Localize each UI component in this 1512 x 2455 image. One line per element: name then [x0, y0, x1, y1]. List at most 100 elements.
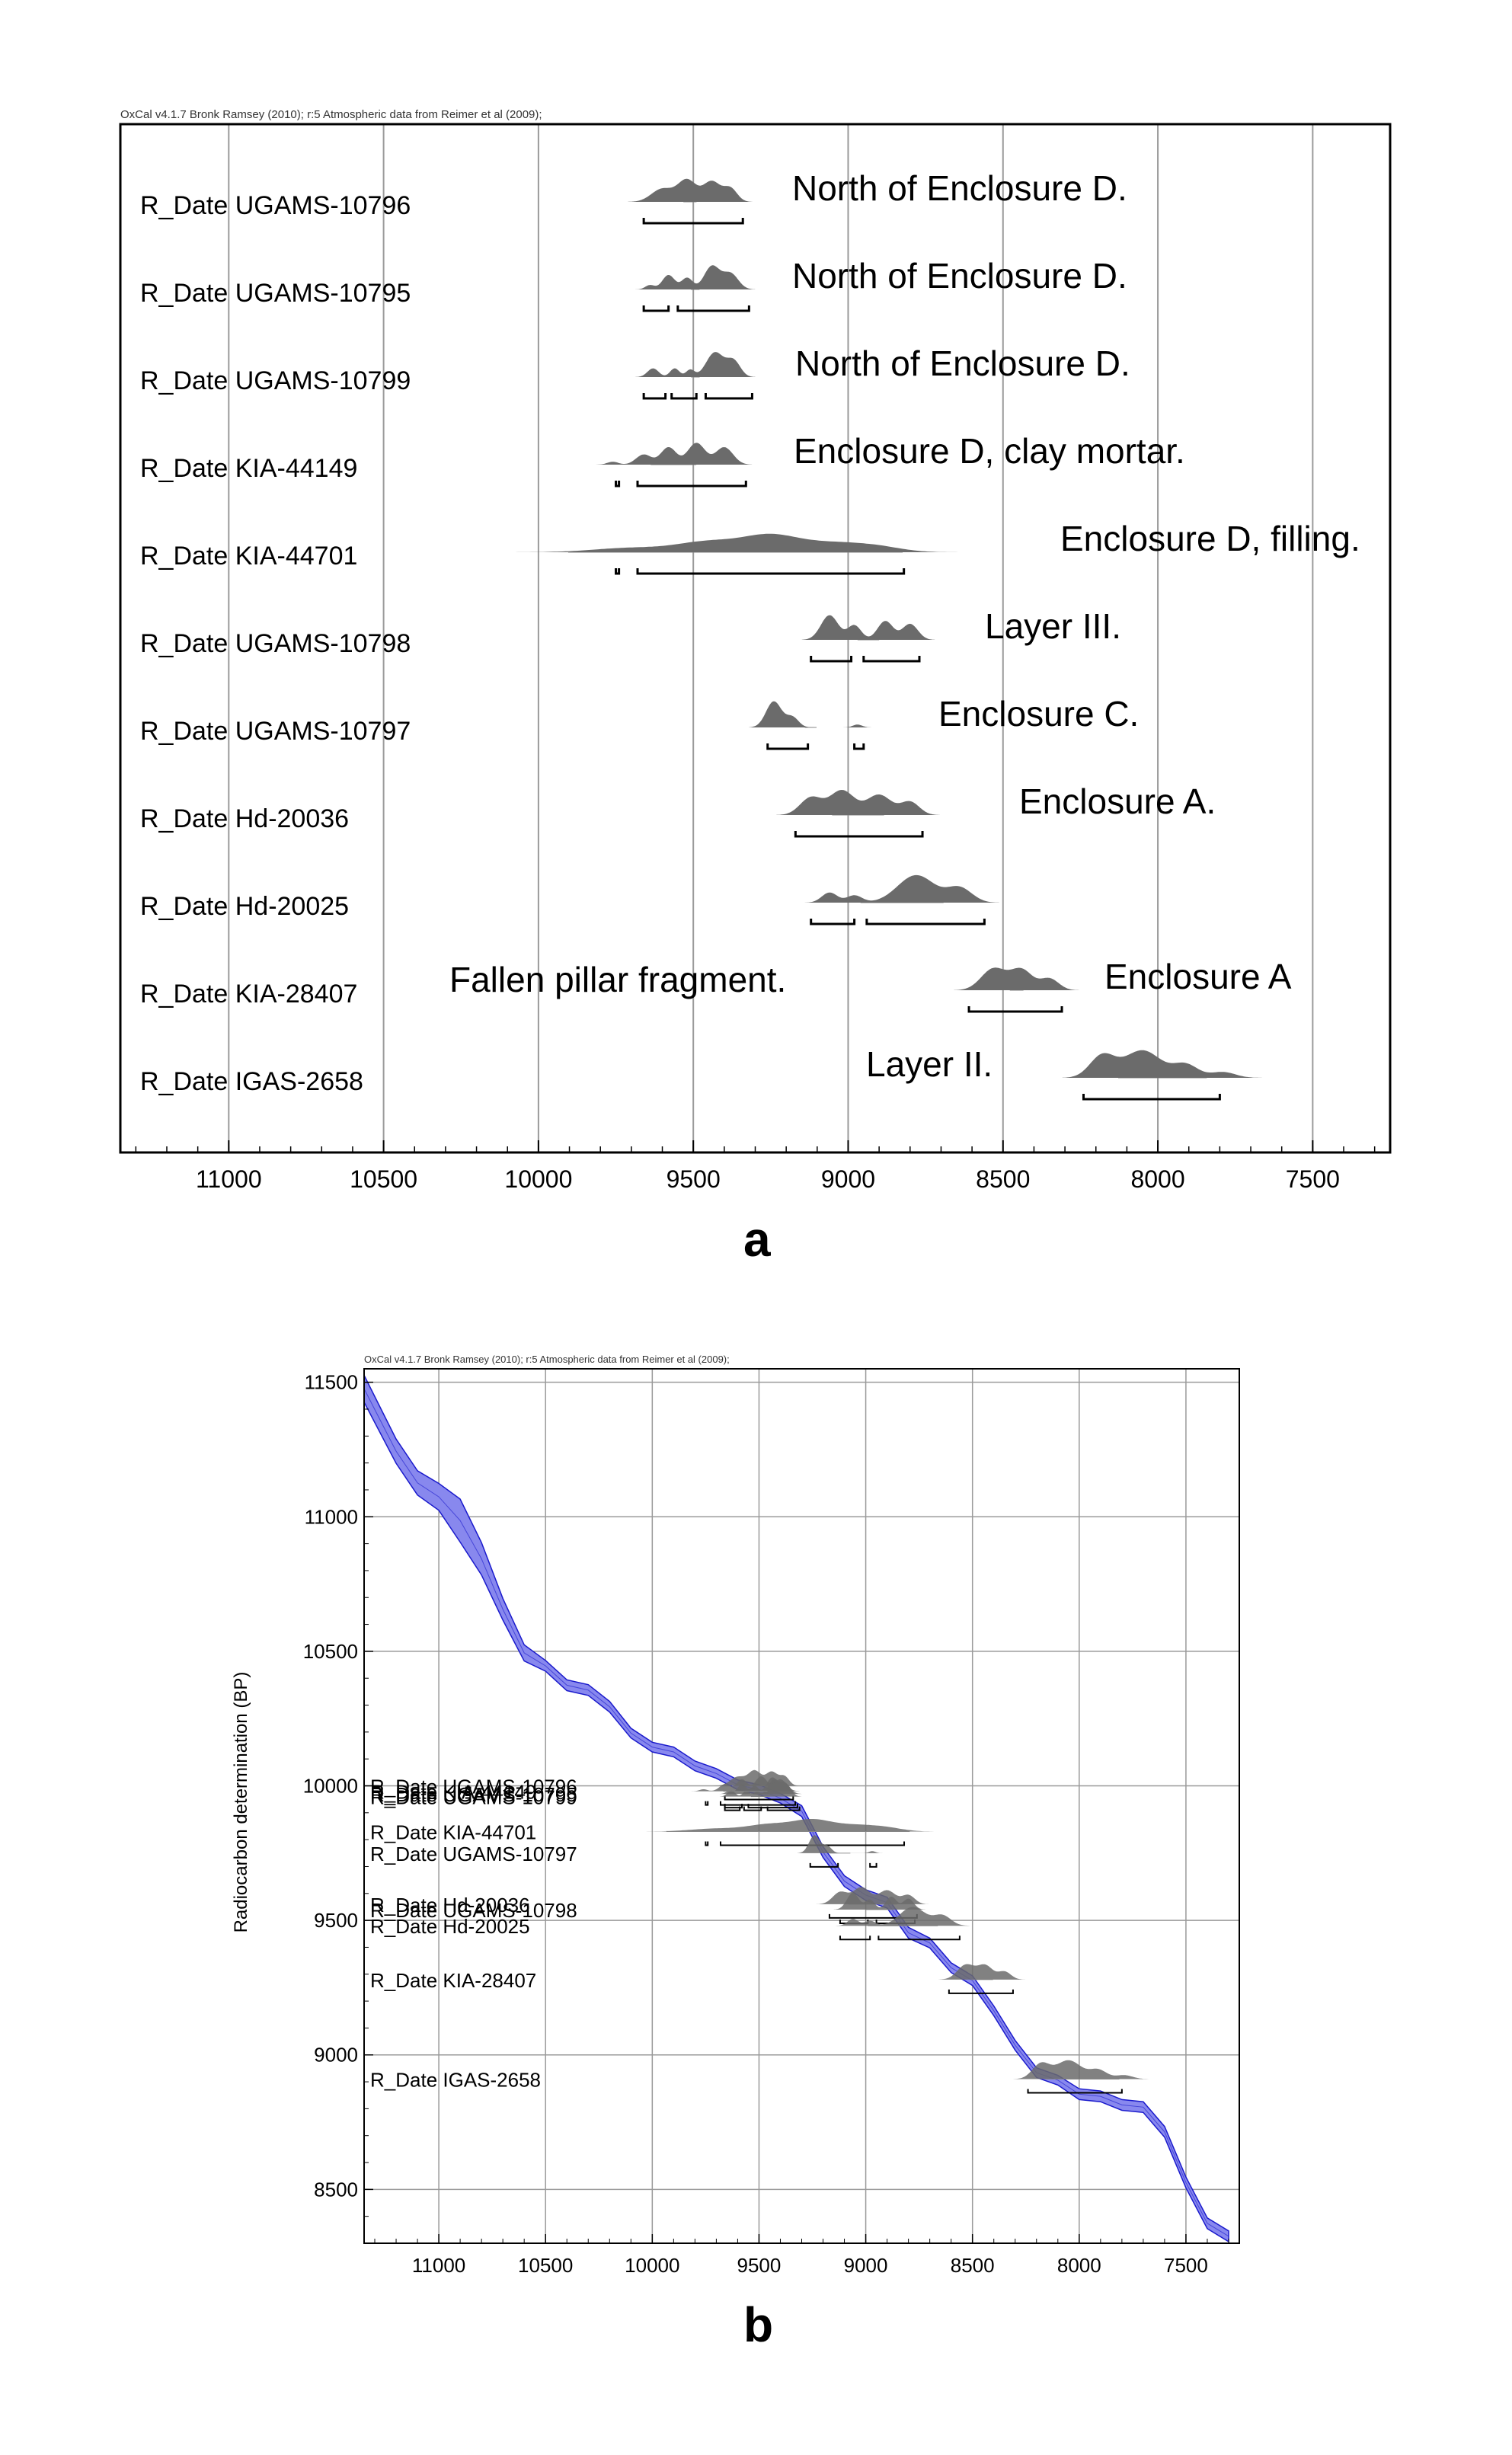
chart-b-distribution: [836, 1907, 970, 1926]
chart-b-range-bracket: [724, 1806, 741, 1811]
chart-b-row: R_Date KIA-44701: [370, 1819, 942, 1846]
chart-a-range-bracket: [1082, 1094, 1221, 1101]
chart-a-annotation: Enclosure A.: [1019, 782, 1216, 821]
chart-b-row-label: R_Date UGAMS-10797: [370, 1843, 577, 1865]
chart-a-range-bracket: [642, 305, 670, 312]
chart-a-range-bracket: [967, 1006, 1063, 1013]
chart-a-annotation: Enclosure D, clay mortar.: [794, 431, 1185, 471]
chart-a-range-bracket: [670, 393, 698, 400]
chart-b-range-bracket: [809, 1862, 839, 1868]
chart-b-y-tick-label: 11000: [305, 1505, 358, 1528]
chart-a-distribution: [635, 352, 756, 377]
chart-a-rows: R_Date UGAMS-10796 North of Enclosure D. R…: [140, 168, 1360, 1101]
chart-a-tick-label: 9500: [666, 1165, 721, 1188]
chart-a-annotation: Enclosure D, filling.: [1060, 519, 1360, 558]
chart-b-y-tick-label: 10500: [303, 1640, 358, 1663]
chart-a-tick-label: 8000: [1130, 1165, 1184, 1188]
chart-b-row: R_Date UGAMS-10797: [370, 1835, 883, 1868]
chart-a-tick-label: 7500: [1286, 1165, 1340, 1188]
chart-b-distribution: [1013, 2060, 1152, 2079]
chart-b-x-tick-label: 9000: [844, 2254, 888, 2277]
chart-a-range-bracket: [862, 656, 921, 663]
chart-a-annotation: North of Enclosure D.: [792, 256, 1127, 296]
chart-b-y-tick-label: 10000: [303, 1775, 358, 1798]
chart-a-annotation: Layer II.: [866, 1044, 993, 1084]
chart-b-ylabel: Radiocarbon determination (BP): [231, 1672, 251, 1933]
chart-a-distribution: [749, 701, 873, 727]
chart-b-range-bracket: [839, 1936, 871, 1941]
chart-a-distribution: [776, 790, 940, 815]
chart-a-distribution: [595, 443, 753, 465]
chart-b-row-label: R_Date Hd-20025: [370, 1915, 530, 1938]
chart-a-range-bracket: [810, 656, 853, 663]
chart-a-range-bracket: [636, 568, 906, 575]
chart-b-row: R_Date KIA-44149: [370, 1776, 800, 1806]
chart-a-distribution: [635, 265, 756, 289]
chart-b-x-tick-label: 10000: [625, 2254, 679, 2277]
chart-a-range-bracket: [615, 481, 621, 487]
chart-a-distribution: [628, 178, 753, 202]
chart-b-range-bracket: [724, 1804, 743, 1809]
chart-b-row-label: R_Date UGAMS-10799: [370, 1786, 577, 1809]
chart-a-row: R_Date UGAMS-10798 Layer III.: [140, 606, 1121, 663]
chart-a-row-label: R_Date UGAMS-10798: [140, 629, 411, 658]
chart-b-range-bracket: [705, 1841, 709, 1846]
chart-a-row-label: R_Date UGAMS-10797: [140, 717, 411, 746]
chart-b-y-tick-label: 8500: [314, 2178, 358, 2201]
chart-b-distribution: [797, 1835, 883, 1853]
chart-a-range-bracket: [704, 393, 753, 400]
chart-a-range-bracket: [865, 919, 986, 925]
chart-a-distribution: [512, 533, 959, 552]
chart-b-distribution: [833, 1892, 925, 1910]
chart-b-distribution: [634, 1819, 942, 1832]
chart-b-row: R_Date KIA-28407: [370, 1964, 1025, 1994]
chart-b-y-tick-label: 9500: [314, 1909, 358, 1932]
chart-a-distribution: [1062, 1050, 1263, 1078]
chart-b-row: R_Date Hd-20036: [370, 1887, 929, 1919]
chart-b-row-label: R_Date UGAMS-10798: [370, 1899, 577, 1922]
chart-a-row: R_Date KIA-28407 Enclosure A Fallen pillar…: [140, 957, 1292, 1013]
chart-a-row-label: R_Date Hd-20036: [140, 804, 349, 833]
chart-b-x-tick-label: 8500: [951, 2254, 995, 2277]
panel-a-label: a: [743, 1212, 771, 1267]
chart-b: OxCal v4.1.7 Bronk Ramsey (2010); r:5 At…: [231, 1354, 1240, 2277]
chart-b-row-label: R_Date UGAMS-10796: [370, 1776, 577, 1798]
chart-a-row-label: R_Date Hd-20025: [140, 892, 349, 921]
chart-a-range-bracket: [853, 743, 865, 750]
chart-a-annotation: Layer III.: [985, 606, 1121, 646]
chart-a-row: R_Date Hd-20025: [140, 874, 999, 925]
chart-b-x-tick-label: 7500: [1164, 2254, 1208, 2277]
chart-a-annotation: Enclosure C.: [938, 694, 1139, 734]
chart-a-range-bracket: [615, 568, 621, 575]
chart-b-row-label: R_Date KIA-28407: [370, 1969, 536, 1992]
chart-a-annotation-left: Fallen pillar fragment.: [449, 960, 786, 999]
chart-b-x-axis: 11000 10500 10000 9500 9000 8500 8000 7500: [374, 2234, 1229, 2277]
chart-b-row-label: R_Date KIA-44149: [370, 1781, 536, 1804]
chart-a-row: R_Date UGAMS-10799 North of Enclosure D.: [140, 344, 1130, 400]
chart-b-row-label: R_Date UGAMS-10795: [370, 1783, 577, 1806]
chart-a-row: R_Date IGAS-2658 Layer II.: [140, 1044, 1263, 1101]
chart-b-y-tick-label: 11500: [305, 1371, 358, 1394]
chart-a-row: R_Date KIA-44701 Enclosure D, filling.: [140, 519, 1360, 575]
chart-b-x-tick-label: 10500: [518, 2254, 573, 2277]
chart-a-row-label: R_Date KIA-44701: [140, 542, 357, 571]
chart-a-tick-label: 10500: [350, 1165, 417, 1188]
chart-b-range-bracket: [747, 1804, 798, 1809]
chart-b-range-bracket: [724, 1795, 794, 1801]
chart-a-row-label: R_Date KIA-44149: [140, 454, 357, 483]
calibration-curve-midline: [363, 1388, 1229, 2237]
chart-a-range-bracket: [794, 831, 924, 838]
chart-b-row-label: R_Date Hd-20036: [370, 1894, 530, 1916]
chart-b-x-tick-label: 8000: [1057, 2254, 1101, 2277]
chart-b-x-tick-label: 9500: [737, 2254, 782, 2277]
chart-a-range-bracket: [766, 743, 810, 750]
chart-b-range-bracket: [766, 1806, 801, 1811]
chart-b-row-label: R_Date KIA-44701: [370, 1821, 536, 1844]
chart-a-row: R_Date KIA-44149 Enclosure D, clay mortar…: [140, 431, 1185, 487]
chart-b-y-tick-label: 9000: [314, 2044, 358, 2067]
chart-b-row-label: R_Date IGAS-2658: [370, 2069, 541, 2092]
chart-a-range-bracket: [676, 305, 750, 312]
chart-a-row-label: R_Date UGAMS-10796: [140, 191, 411, 220]
chart-a-range-bracket: [642, 218, 744, 225]
chart-b-row: R_Date IGAS-2658: [370, 2060, 1152, 2094]
